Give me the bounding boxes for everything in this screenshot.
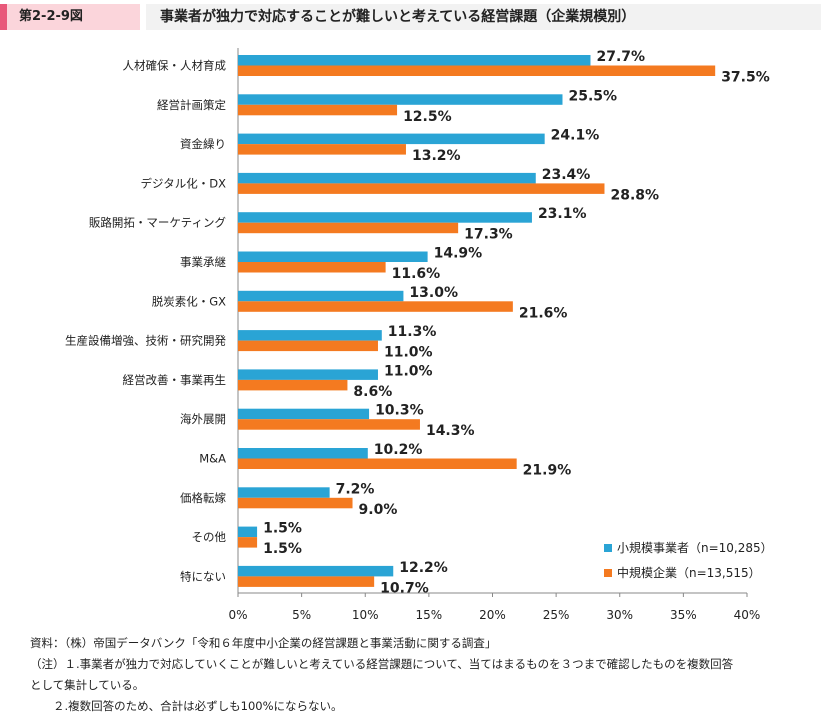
legend-swatch [604, 569, 612, 577]
x-tick-label: 5% [292, 608, 311, 622]
legend-swatch [604, 544, 612, 552]
data-label: 21.9% [523, 463, 572, 479]
category-label: 経営改善・事業再生 [123, 373, 227, 387]
category-label: 海外展開 [180, 412, 226, 426]
bar-medium [238, 537, 258, 548]
bar-medium [238, 576, 375, 587]
x-tick-label: 10% [352, 608, 379, 622]
data-label: 25.5% [568, 88, 617, 104]
data-label: 13.2% [412, 148, 461, 164]
bar-small [238, 290, 404, 302]
bar-medium [238, 262, 386, 273]
data-label: 7.2% [336, 481, 375, 497]
data-label: 23.4% [542, 167, 591, 183]
data-label: 8.6% [353, 384, 392, 400]
data-label: 1.5% [263, 541, 302, 557]
figure-header: 第2-2-9図 事業者が独力で対応することが難しいと考えている経営課題（企業規模… [0, 0, 821, 33]
chart-title: 事業者が独力で対応することが難しいと考えている経営課題（企業規模別） [146, 4, 821, 30]
bar-small [238, 487, 330, 498]
x-tick-label: 20% [479, 608, 506, 622]
bar-medium [238, 144, 406, 155]
data-label: 23.1% [538, 206, 587, 222]
x-tick-label: 35% [670, 608, 697, 622]
bar-small [238, 172, 536, 184]
category-label: 脱炭素化・GX [152, 294, 226, 308]
bar-small [238, 526, 258, 538]
bar-medium [238, 340, 378, 352]
data-label: 10.3% [375, 403, 424, 419]
note-2: ２.複数回答のため、合計は必ずしも100%にならない。 [30, 699, 343, 713]
category-label: M&A [199, 452, 226, 466]
bar-small [238, 408, 370, 420]
data-label: 11.6% [392, 266, 441, 282]
data-label: 11.0% [384, 345, 433, 361]
category-label: 経営計画策定 [157, 98, 226, 112]
data-label: 28.8% [610, 187, 659, 203]
x-tick-label: 40% [734, 608, 761, 622]
bar-small [238, 94, 563, 105]
note-1-cont: として集計している。 [30, 678, 145, 692]
data-label: 17.3% [464, 227, 513, 243]
bar-medium [238, 183, 605, 194]
bar-medium [238, 419, 420, 430]
data-label: 1.5% [263, 521, 302, 537]
data-label: 27.7% [596, 49, 645, 65]
bar-chart: 0% 5% 10% 15% 20% 25% 30% 35% 40% 人材確保・人材育成 27.7% 3… [65, 48, 773, 622]
category-label: 特にない [180, 569, 226, 583]
data-label: 14.9% [434, 246, 483, 262]
bar-small [238, 55, 591, 66]
category-label: その他 [192, 530, 227, 544]
data-label: 10.7% [380, 580, 429, 596]
data-label: 37.5% [721, 70, 770, 86]
category-label: 生産設備増強、技術・研究開発 [65, 334, 226, 348]
data-label: 11.0% [384, 363, 433, 379]
data-label: 12.5% [403, 109, 452, 125]
bar-medium [238, 497, 353, 509]
bar-small [238, 330, 382, 341]
data-label: 12.2% [399, 560, 448, 576]
bar-medium [238, 222, 459, 234]
bar-medium [238, 458, 517, 469]
x-tick-label: 25% [543, 608, 570, 622]
data-label: 14.3% [426, 423, 475, 439]
x-tick-label: 15% [416, 608, 443, 622]
data-label: 9.0% [359, 502, 398, 518]
bar-small [238, 448, 368, 459]
bar-small [238, 565, 394, 577]
data-label: 11.3% [388, 324, 437, 340]
x-tick-label: 30% [606, 608, 633, 622]
note-1: （注）１.事業者が独力で対応していくことが難しいと考えている経営課題について、当… [30, 657, 734, 671]
category-label: デジタル化・DX [140, 176, 226, 190]
figure-label: 第2-2-9図 [0, 4, 140, 30]
category-label: 販路開拓・マーケティング [89, 216, 227, 230]
bar-small [238, 212, 532, 223]
legend-label: 中規模企業（n=13,515） [617, 565, 761, 580]
data-label: 24.1% [551, 128, 600, 144]
data-label: 21.6% [519, 305, 568, 321]
x-tick-label: 0% [228, 608, 247, 622]
bar-medium [238, 301, 513, 312]
data-label: 13.0% [409, 285, 458, 301]
category-label: 事業承継 [180, 255, 226, 269]
source-note: 資料：（株）帝国データバンク「令和６年度中小企業の経営課題と事業活動に関する調査… [30, 636, 497, 650]
bar-medium [238, 65, 716, 76]
bar-medium [238, 104, 398, 116]
legend-label: 小規模事業者（n=10,285） [617, 540, 773, 555]
notes: 資料：（株）帝国データバンク「令和６年度中小企業の経営課題と事業活動に関する調査… [30, 633, 810, 717]
category-label: 人材確保・人材育成 [123, 59, 227, 73]
data-label: 10.2% [374, 442, 423, 458]
category-label: 価格転嫁 [180, 491, 226, 505]
category-label: 資金繰り [180, 137, 226, 151]
bar-small [238, 251, 428, 262]
bar-medium [238, 379, 348, 391]
bar-small [238, 369, 378, 380]
bar-small [238, 133, 545, 145]
